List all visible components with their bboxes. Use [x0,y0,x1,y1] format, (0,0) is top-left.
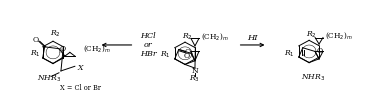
Text: O: O [184,48,191,56]
Text: (CH$_2$)$_m$: (CH$_2$)$_m$ [325,31,353,41]
Text: or: or [144,41,153,49]
Text: R$_3$: R$_3$ [189,73,200,84]
Text: (CH$_2$)$_m$: (CH$_2$)$_m$ [83,43,110,54]
Text: O: O [317,46,323,54]
Text: HCl: HCl [141,32,156,40]
Text: R$_1$: R$_1$ [284,48,295,59]
Text: O: O [184,52,190,60]
Text: R$_2$: R$_2$ [306,29,316,40]
Text: (CH$_2$)$_m$: (CH$_2$)$_m$ [201,31,229,42]
Text: HI: HI [247,34,258,42]
Text: HBr: HBr [140,50,156,58]
Text: R$_1$: R$_1$ [30,49,40,60]
Text: X: X [77,64,82,72]
Text: X = Cl or Br: X = Cl or Br [60,84,101,92]
Text: NHR$_3$: NHR$_3$ [37,73,61,84]
Text: R$_2$: R$_2$ [50,29,60,39]
Text: O: O [60,45,66,53]
Text: R$_1$: R$_1$ [160,50,170,60]
Text: N: N [192,67,198,75]
Text: O: O [33,36,39,44]
Text: NHR$_3$: NHR$_3$ [301,72,325,83]
Text: R$_2$: R$_2$ [181,31,192,42]
